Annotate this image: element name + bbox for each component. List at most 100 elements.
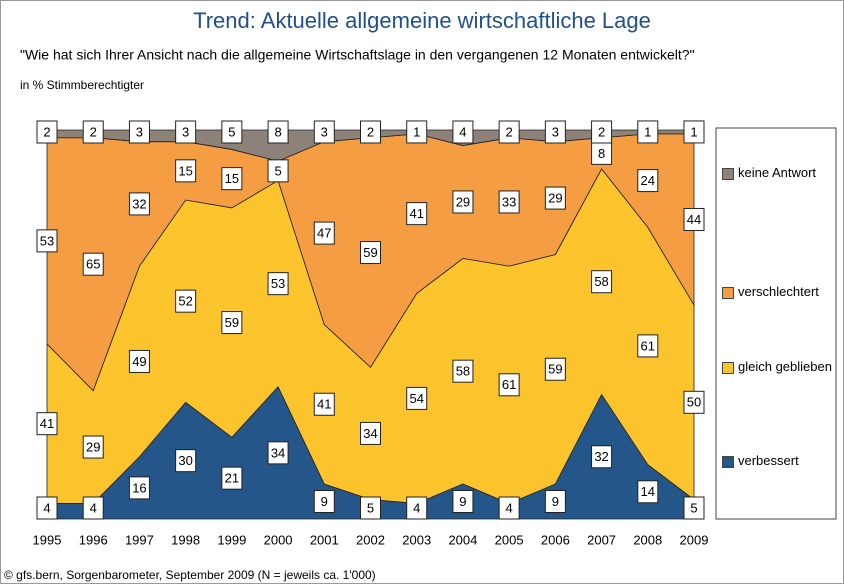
data-label-group: 9 xyxy=(544,489,566,513)
data-label-group: 29 xyxy=(82,435,104,459)
data-label: 16 xyxy=(132,480,146,495)
data-label-box xyxy=(360,421,381,445)
data-label-box xyxy=(406,120,428,144)
legend-box xyxy=(715,127,837,520)
legend-swatch xyxy=(722,362,734,374)
data-label: 8 xyxy=(598,146,605,161)
data-label: 2 xyxy=(43,124,50,139)
data-label-group: 1 xyxy=(637,120,659,144)
data-label-box xyxy=(36,496,58,520)
data-label: 34 xyxy=(363,426,377,441)
data-label: 32 xyxy=(594,449,608,464)
data-label: 59 xyxy=(225,315,239,330)
data-label-box xyxy=(544,186,566,210)
data-label-group: 58 xyxy=(452,359,474,383)
data-label: 9 xyxy=(552,494,559,509)
data-label-box xyxy=(175,159,197,183)
source: © gfs.bern, Sorgenbarometer, September 2… xyxy=(4,568,376,582)
data-label-box xyxy=(637,169,659,193)
data-label: 14 xyxy=(641,484,655,499)
data-label-box xyxy=(498,496,520,520)
data-label-group: 59 xyxy=(544,357,566,381)
data-label-group: 58 xyxy=(591,270,613,294)
data-label-box xyxy=(267,120,289,144)
data-label: 59 xyxy=(548,362,562,377)
data-label-group: 5 xyxy=(267,159,289,183)
data-label: 5 xyxy=(690,500,697,515)
data-label-group: 65 xyxy=(82,252,104,276)
data-label-box xyxy=(221,167,243,191)
data-label-box xyxy=(406,202,428,226)
data-label-box xyxy=(82,252,104,276)
data-label-box xyxy=(683,120,705,144)
data-label-box xyxy=(36,120,58,144)
data-label: 1 xyxy=(644,124,651,139)
data-label-box xyxy=(175,449,197,473)
data-label-box xyxy=(313,120,335,144)
data-label-group: 1 xyxy=(406,120,428,144)
data-label: 29 xyxy=(86,439,100,454)
x-tick-label: 2009 xyxy=(680,532,709,547)
data-label-group: 4 xyxy=(498,496,520,520)
data-label-box xyxy=(267,272,289,296)
data-label-box xyxy=(452,489,474,513)
data-label-group: 8 xyxy=(591,141,613,165)
data-label-group: 4 xyxy=(36,496,58,520)
data-label: 34 xyxy=(271,445,285,460)
data-label: 4 xyxy=(90,500,97,515)
data-label: 30 xyxy=(178,453,192,468)
data-label-group: 8 xyxy=(267,120,289,144)
data-label-box xyxy=(637,480,659,504)
data-label-group: 32 xyxy=(591,445,613,469)
data-label-group: 3 xyxy=(128,120,150,144)
data-label: 9 xyxy=(459,494,466,509)
data-label: 52 xyxy=(178,294,192,309)
data-label: 4 xyxy=(506,500,513,515)
data-label: 50 xyxy=(687,395,701,410)
data-label-box xyxy=(313,221,335,245)
data-label-box xyxy=(128,476,150,500)
x-tick-label: 2002 xyxy=(356,532,385,547)
x-tick-label: 1995 xyxy=(33,532,62,547)
data-label-box xyxy=(221,120,243,144)
data-label-box xyxy=(221,311,243,335)
data-label-group: 59 xyxy=(221,311,243,335)
data-label-box xyxy=(637,334,659,358)
data-label-group: 53 xyxy=(267,272,289,296)
x-tick-label: 2004 xyxy=(448,532,477,547)
data-label-group: 61 xyxy=(498,373,520,397)
data-label-group: 5 xyxy=(221,120,243,144)
data-label: 44 xyxy=(687,212,701,227)
data-label-box xyxy=(591,120,613,144)
data-label-box xyxy=(498,190,520,214)
data-label-group: 32 xyxy=(128,192,150,216)
data-label: 29 xyxy=(456,194,470,209)
data-label-group: 49 xyxy=(128,349,150,373)
data-label-group: 34 xyxy=(267,441,289,465)
data-label: 61 xyxy=(502,377,516,392)
data-label-group: 54 xyxy=(406,386,428,410)
data-label-group: 14 xyxy=(637,480,659,504)
data-label-box xyxy=(452,359,474,383)
data-label: 41 xyxy=(317,397,331,412)
data-label-group: 53 xyxy=(36,229,58,253)
x-tick-label: 2003 xyxy=(402,532,431,547)
data-label-box xyxy=(591,270,613,294)
data-label-group: 5 xyxy=(360,496,381,520)
data-label: 58 xyxy=(594,274,608,289)
data-label-box xyxy=(267,159,289,183)
data-label-box xyxy=(498,373,520,397)
data-label-box xyxy=(313,489,335,513)
data-label: 53 xyxy=(271,276,285,291)
data-label-box xyxy=(267,441,289,465)
x-tick-label: 2008 xyxy=(633,532,662,547)
data-label: 2 xyxy=(90,124,97,139)
data-label-box xyxy=(452,190,474,214)
data-label-box xyxy=(221,466,243,490)
x-tick-label: 2007 xyxy=(587,532,616,547)
data-label-group: 21 xyxy=(221,466,243,490)
data-label: 8 xyxy=(274,124,281,139)
data-label-group: 3 xyxy=(313,120,335,144)
data-label-box xyxy=(82,120,104,144)
